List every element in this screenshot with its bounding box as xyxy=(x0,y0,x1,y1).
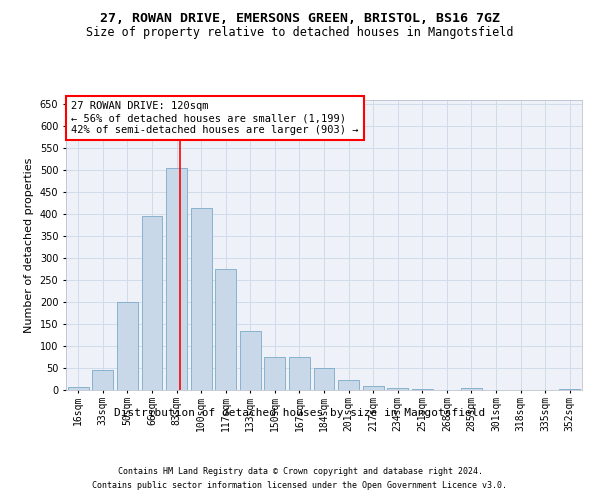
Text: Contains public sector information licensed under the Open Government Licence v3: Contains public sector information licen… xyxy=(92,481,508,490)
Bar xyxy=(314,368,334,390)
Bar xyxy=(142,216,163,390)
Bar xyxy=(166,168,187,390)
Bar xyxy=(412,389,433,390)
Text: Size of property relative to detached houses in Mangotsfield: Size of property relative to detached ho… xyxy=(86,26,514,39)
Bar xyxy=(92,370,113,390)
Text: Contains HM Land Registry data © Crown copyright and database right 2024.: Contains HM Land Registry data © Crown c… xyxy=(118,468,482,476)
Bar xyxy=(117,302,138,390)
Bar xyxy=(215,269,236,390)
Bar xyxy=(240,330,261,390)
Bar xyxy=(68,387,89,390)
Y-axis label: Number of detached properties: Number of detached properties xyxy=(24,158,34,332)
Text: Distribution of detached houses by size in Mangotsfield: Distribution of detached houses by size … xyxy=(115,408,485,418)
Bar xyxy=(265,357,286,390)
Text: 27, ROWAN DRIVE, EMERSONS GREEN, BRISTOL, BS16 7GZ: 27, ROWAN DRIVE, EMERSONS GREEN, BRISTOL… xyxy=(100,12,500,26)
Bar xyxy=(191,208,212,390)
Bar xyxy=(338,380,359,390)
Bar xyxy=(362,386,383,390)
Bar xyxy=(387,388,408,390)
Bar xyxy=(559,389,580,390)
Bar xyxy=(461,388,482,390)
Bar xyxy=(289,357,310,390)
Text: 27 ROWAN DRIVE: 120sqm
← 56% of detached houses are smaller (1,199)
42% of semi-: 27 ROWAN DRIVE: 120sqm ← 56% of detached… xyxy=(71,102,359,134)
